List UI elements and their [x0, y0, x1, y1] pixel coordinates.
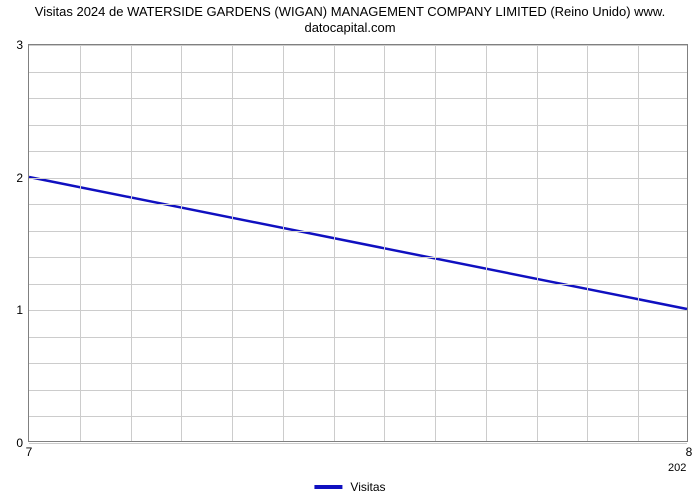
- gridline-vertical: [283, 45, 284, 441]
- chart-title-line1: Visitas 2024 de WATERSIDE GARDENS (WIGAN…: [35, 4, 665, 19]
- gridline-vertical: [435, 45, 436, 441]
- y-tick-label: 0: [16, 436, 23, 450]
- gridline-vertical: [232, 45, 233, 441]
- chart-area: 012378 202: [28, 44, 688, 442]
- gridline-vertical: [131, 45, 132, 441]
- legend: Visitas: [314, 480, 385, 494]
- y-tick-label: 2: [16, 171, 23, 185]
- gridline-vertical: [384, 45, 385, 441]
- y-tick-label: 3: [16, 38, 23, 52]
- gridline-horizontal: [29, 443, 687, 444]
- right-bottom-label: 202: [668, 462, 686, 474]
- chart-title-line2: datocapital.com: [304, 20, 395, 35]
- gridline-vertical: [80, 45, 81, 441]
- x-tick-label: 8: [686, 445, 693, 459]
- x-tick-label: 7: [26, 445, 33, 459]
- legend-swatch: [314, 485, 342, 489]
- gridline-vertical: [181, 45, 182, 441]
- gridline-vertical: [334, 45, 335, 441]
- legend-label: Visitas: [350, 480, 385, 494]
- chart-title: Visitas 2024 de WATERSIDE GARDENS (WIGAN…: [0, 0, 700, 37]
- plot-region: 012378: [28, 44, 688, 442]
- gridline-vertical: [486, 45, 487, 441]
- gridline-vertical: [638, 45, 639, 441]
- y-tick-label: 1: [16, 303, 23, 317]
- gridline-vertical: [587, 45, 588, 441]
- gridline-vertical: [537, 45, 538, 441]
